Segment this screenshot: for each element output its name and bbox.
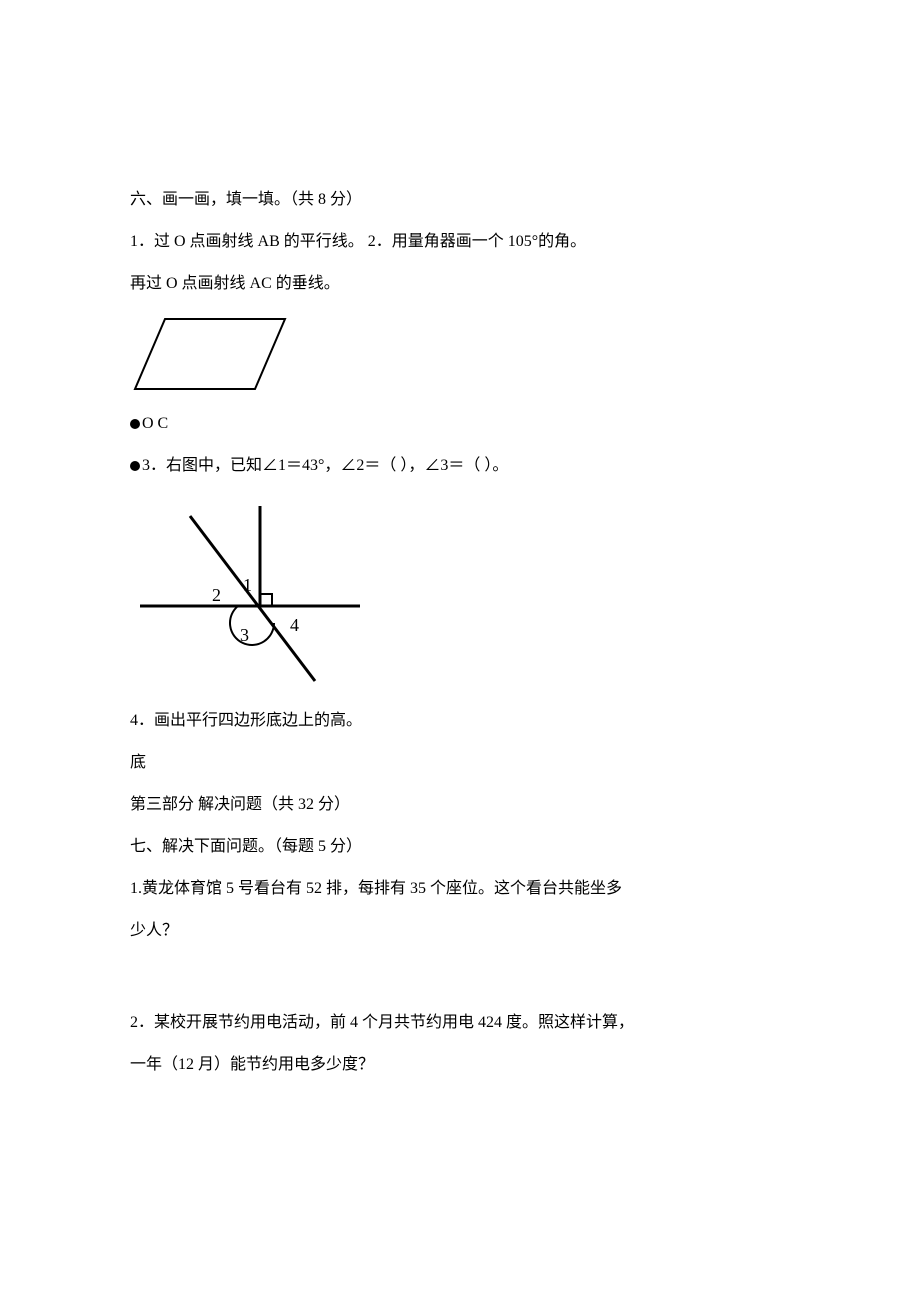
section-7-heading: 七、解决下面问题。（每题 5 分） (130, 827, 800, 867)
part3-heading: 第三部分 解决问题（共 32 分） (130, 785, 800, 825)
q4-label: 底 (130, 743, 800, 783)
svg-text:3: 3 (240, 625, 249, 645)
svg-text:1: 1 (243, 575, 252, 595)
bullet-icon (130, 461, 140, 471)
q3-content: 3．右图中，已知∠1＝43°，∠2＝（ ），∠3＝（ ）。 (142, 457, 508, 474)
q1-text-line1: 1．过 O 点画射线 AB 的平行线。 2．用量角器画一个 105°的角。 (130, 222, 800, 262)
angle-diagram-figure: 1 2 3 4 (130, 496, 800, 691)
spacer (130, 953, 800, 1003)
figure1-label: O C (130, 404, 800, 444)
svg-text:2: 2 (212, 585, 221, 605)
s7-q2-line1: 2．某校开展节约用电活动，前 4 个月共节约用电 424 度。照这样计算， (130, 1003, 800, 1043)
svg-text:4: 4 (290, 615, 299, 635)
parallelogram-svg (130, 314, 290, 394)
section-6-heading: 六、画一画，填一填。（共 8 分） (130, 180, 800, 220)
q4-text: 4．画出平行四边形底边上的高。 (130, 701, 800, 741)
oc-label: O C (142, 415, 168, 432)
s7-q2-line2: 一年（12 月）能节约用电多少度？ (130, 1045, 800, 1085)
angle-diagram-svg: 1 2 3 4 (130, 496, 370, 691)
q3-text: 3．右图中，已知∠1＝43°，∠2＝（ ），∠3＝（ ）。 (130, 446, 800, 486)
q1-text-line2: 再过 O 点画射线 AC 的垂线。 (130, 264, 800, 304)
s7-q1-line2: 少人？ (130, 911, 800, 951)
s7-q1-line1: 1.黄龙体育馆 5 号看台有 52 排，每排有 35 个座位。这个看台共能坐多 (130, 869, 800, 909)
parallelogram-figure (130, 314, 800, 394)
bullet-icon (130, 419, 140, 429)
